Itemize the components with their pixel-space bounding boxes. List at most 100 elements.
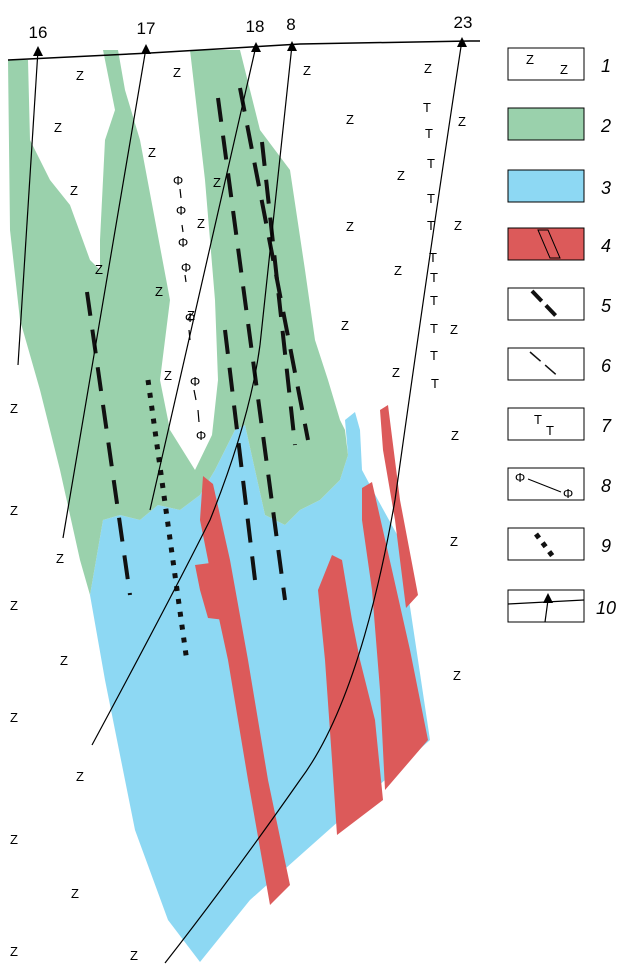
legend-t-symbol: T (546, 423, 554, 438)
t-symbol: T (429, 250, 437, 265)
t-symbol: T (425, 126, 433, 141)
t-symbol: T (431, 376, 439, 391)
z-symbol: Z (303, 63, 311, 78)
legend-borehole-arrow (543, 593, 553, 603)
legend-item: 6 (507, 347, 612, 381)
red-dyke (195, 562, 232, 620)
z-symbol: Z (10, 944, 18, 959)
t-symbol: T (430, 293, 438, 308)
ground-surface-line (7, 40, 480, 61)
z-symbol: Z (453, 668, 461, 683)
legend-number: 8 (601, 476, 611, 496)
blue-unit-body (90, 412, 430, 962)
legend-item: 4 (507, 227, 611, 261)
z-symbol: Z (155, 284, 163, 299)
borehole-traces (17, 39, 463, 964)
legend-number: 9 (601, 536, 611, 556)
borehole-label: 23 (454, 13, 473, 32)
legend-item: 3 (507, 169, 611, 203)
z-symbol: Z (76, 769, 84, 784)
legend-number: 7 (601, 416, 612, 436)
legend-item: 10 (507, 589, 616, 623)
phi-symbol: Φ (176, 203, 186, 218)
legend-z-symbol: Z (526, 52, 534, 67)
z-symbol: Z (76, 68, 84, 83)
red-dyke (362, 482, 428, 790)
borehole-label: 17 (137, 19, 156, 38)
z-symbol: Z (164, 368, 172, 383)
legend: Z Z 1 2 3 4 5 6 TT 7 Φ Φ 8 9 10 (507, 47, 616, 623)
legend-number: 5 (601, 296, 612, 316)
dotted-line (145, 379, 190, 663)
z-symbol: Z (394, 263, 402, 278)
legend-heavy-dash (530, 289, 560, 320)
z-symbol: Z (397, 168, 405, 183)
phi-trace (179, 188, 200, 423)
legend-number: 6 (601, 356, 612, 376)
legend-dotted-line (534, 532, 556, 560)
z-symbol: Z (95, 262, 103, 277)
t-symbol: T (427, 218, 435, 233)
borehole-label: 16 (29, 23, 48, 42)
z-symbol: Z (60, 653, 68, 668)
legend-swatch (507, 169, 585, 203)
legend-swatch (507, 47, 585, 81)
legend-number: 10 (596, 598, 616, 618)
legend-item: Φ Φ 8 (507, 467, 611, 501)
t-symbol: T (430, 348, 438, 363)
legend-swatch (507, 107, 585, 141)
z-symbol: Z (10, 710, 18, 725)
z-symbol: Z (451, 428, 459, 443)
legend-swatch (507, 287, 585, 321)
borehole-arrows (33, 37, 467, 56)
legend-swatch (507, 347, 585, 381)
legend-red-dyke (537, 229, 561, 259)
z-symbol: Z (10, 503, 18, 518)
legend-t-symbol: T (534, 412, 542, 427)
z-symbol: Z (173, 65, 181, 80)
phi-symbol: Φ (185, 310, 195, 325)
z-symbol: Z (197, 216, 205, 231)
borehole-label: 18 (246, 17, 265, 36)
t-symbol: T (423, 100, 431, 115)
z-symbol: Z (341, 318, 349, 333)
z-symbol: Z (71, 886, 79, 901)
z-symbol: Z (458, 114, 466, 129)
t-symbol: T (427, 191, 435, 206)
z-symbol: Z (10, 598, 18, 613)
z-symbol: Z (346, 112, 354, 127)
green-unit-body (8, 50, 348, 595)
legend-item: Z Z 1 (507, 47, 611, 81)
phi-symbol: Φ (178, 235, 188, 250)
legend-number: 1 (601, 56, 611, 76)
phi-symbol: Φ (181, 260, 191, 275)
z-symbol: Z (454, 218, 462, 233)
z-symbol: Z (70, 183, 78, 198)
legend-item: TT 7 (507, 407, 612, 441)
legend-swatch (507, 407, 585, 441)
legend-thin-dash (529, 351, 561, 379)
t-symbol: T (430, 270, 438, 285)
legend-number: 4 (601, 236, 611, 256)
t-symbol: T (430, 321, 438, 336)
red-dyke (380, 405, 418, 608)
legend-item: 5 (507, 287, 612, 321)
legend-borehole-line (544, 599, 549, 623)
legend-phi-symbol: Φ (563, 486, 573, 501)
z-symbol: Z (148, 145, 156, 160)
z-symbol: Z (450, 534, 458, 549)
z-symbols: Z Z Z Z Z Z Z Z Z Z Z Z Z Z Z Z Z Z Z Z Z Z Z Z Z Z Z Z Z Z Z Z Z Z Z Z (10, 61, 466, 963)
legend-item: 2 (507, 107, 611, 141)
z-symbol: Z (392, 365, 400, 380)
legend-swatch (507, 467, 585, 501)
z-symbol: Z (10, 832, 18, 847)
z-symbol: Z (346, 219, 354, 234)
z-symbol: Z (10, 401, 18, 416)
legend-z-symbol: Z (560, 62, 568, 77)
z-symbol: Z (424, 61, 432, 76)
phi-symbol: Φ (196, 428, 206, 443)
legend-phi-symbol: Φ (515, 470, 525, 485)
